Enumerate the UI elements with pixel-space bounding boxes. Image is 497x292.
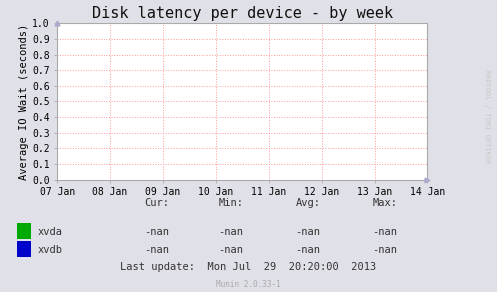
- Text: -nan: -nan: [144, 227, 169, 237]
- Text: -nan: -nan: [373, 245, 398, 255]
- Text: Last update:  Mon Jul  29  20:20:00  2013: Last update: Mon Jul 29 20:20:00 2013: [120, 262, 377, 272]
- Text: xvdb: xvdb: [37, 245, 62, 255]
- Text: Max:: Max:: [373, 198, 398, 208]
- Text: -nan: -nan: [144, 245, 169, 255]
- Title: Disk latency per device - by week: Disk latency per device - by week: [92, 6, 393, 21]
- Y-axis label: Average IO Wait (seconds): Average IO Wait (seconds): [19, 23, 29, 180]
- Text: -nan: -nan: [219, 245, 244, 255]
- Text: RRDTOOL / TOBI OETIKER: RRDTOOL / TOBI OETIKER: [484, 70, 490, 164]
- Text: -nan: -nan: [373, 227, 398, 237]
- Text: Munin 2.0.33-1: Munin 2.0.33-1: [216, 280, 281, 289]
- Text: xvda: xvda: [37, 227, 62, 237]
- Text: -nan: -nan: [296, 227, 321, 237]
- Text: Avg:: Avg:: [296, 198, 321, 208]
- Text: -nan: -nan: [296, 245, 321, 255]
- Text: Cur:: Cur:: [144, 198, 169, 208]
- Text: Min:: Min:: [219, 198, 244, 208]
- Text: -nan: -nan: [219, 227, 244, 237]
